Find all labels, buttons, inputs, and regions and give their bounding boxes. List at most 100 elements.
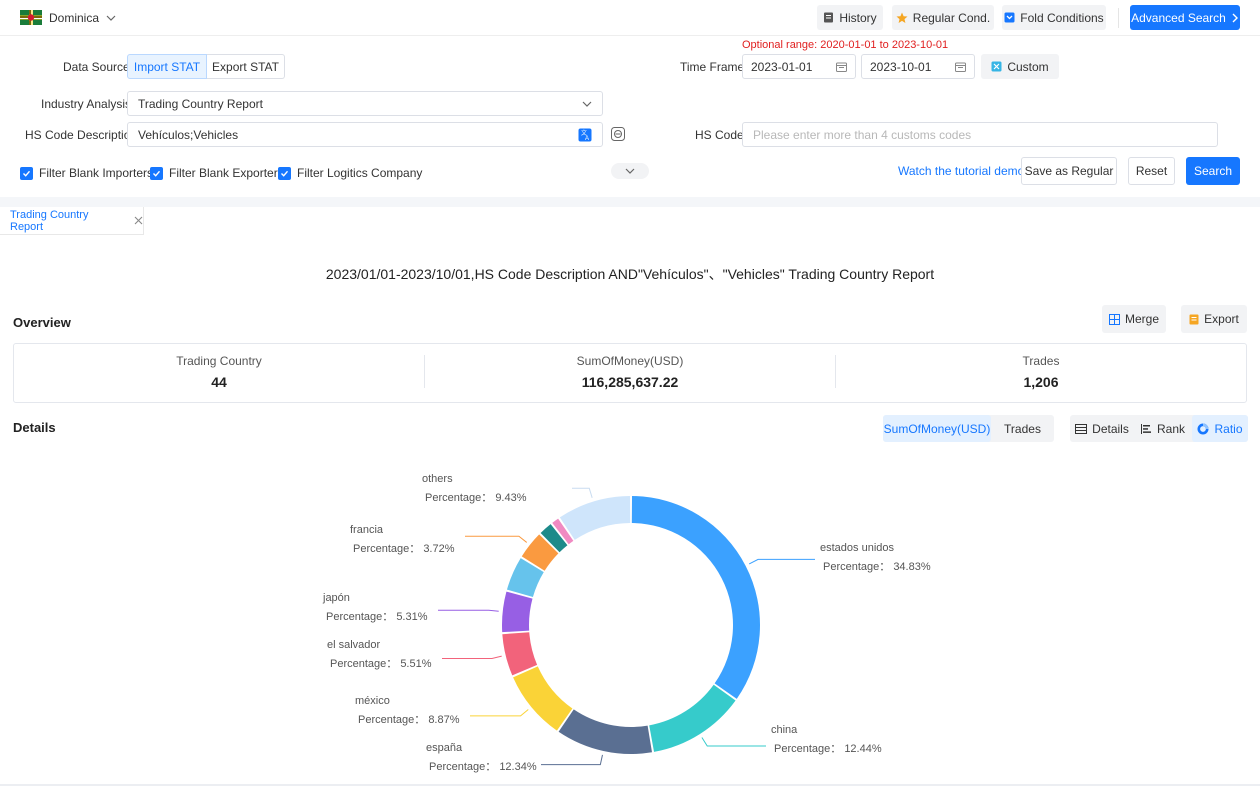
donut-slice-estados-unidos[interactable] [631, 496, 760, 699]
dominica-flag-icon [20, 10, 42, 25]
slice-percentage-label: Percentage： 9.43% [425, 492, 527, 504]
donut-slice-méxico[interactable] [513, 666, 573, 731]
industry-analysis-value: Trading Country Report [138, 96, 263, 111]
calendar-icon [955, 62, 966, 72]
star-icon [896, 12, 908, 24]
export-button[interactable]: Export [1181, 305, 1247, 333]
svg-text:文: 文 [581, 129, 587, 137]
fold-conditions-button[interactable]: Fold Conditions [1002, 5, 1106, 30]
label-leader-line [701, 737, 766, 747]
slice-name-label: estados unidos [820, 542, 894, 554]
data-source-label: Data Source [63, 60, 130, 74]
slice-percentage-label: Percentage： 12.34% [429, 761, 537, 773]
top-bar: Dominica History Regular Cond. Fold Cond… [0, 0, 1260, 36]
slice-name-label: others [422, 473, 453, 485]
label-leader-line [442, 655, 502, 660]
search-button[interactable]: Search [1186, 157, 1240, 185]
stat-label: Trading Country [176, 354, 262, 368]
slice-name-label: el salvador [327, 639, 381, 651]
filter-logistics-checkbox[interactable]: Filter Logitics Company [278, 166, 422, 180]
stat-value: 1,206 [1023, 374, 1059, 390]
start-date-value: 2023-01-01 [751, 59, 813, 74]
close-icon[interactable] [134, 216, 143, 225]
export-label: Export [1204, 312, 1239, 326]
chevron-down-icon [625, 167, 635, 175]
filter-blank-exporters-checkbox[interactable]: Filter Blank Exporters [150, 166, 284, 180]
overview-heading: Overview [13, 315, 71, 330]
slice-percentage-label: Percentage： 8.87% [358, 714, 460, 726]
export-icon [1189, 314, 1199, 325]
stat-value: 116,285,637.22 [581, 374, 679, 390]
hs-code-description-label: HS Code Description [25, 128, 138, 142]
donut-slice[interactable] [506, 558, 544, 597]
tutorial-link[interactable]: Watch the tutorial demo [898, 164, 1025, 178]
optional-range-label: Optional range: [742, 39, 818, 51]
donut-slice-others[interactable] [559, 496, 631, 540]
slice-percentage-label: Percentage： 12.44% [774, 743, 882, 755]
label-leader-line [438, 609, 499, 612]
export-stat-option[interactable]: Export STAT [207, 54, 285, 79]
metric-trades[interactable]: Trades [1004, 421, 1041, 436]
tab-trading-country-report[interactable]: Trading Country Report [0, 207, 144, 235]
import-stat-option[interactable]: Import STAT [127, 54, 207, 79]
donut-slice-china[interactable] [649, 684, 736, 752]
ratio-donut-chart: estados unidos Percentage： 34.83% china Per… [322, 473, 931, 773]
reset-button[interactable]: Reset [1128, 157, 1175, 185]
ratio-icon [1197, 423, 1209, 435]
metric-sum-of-money[interactable]: SumOfMoney(USD) [883, 415, 991, 442]
label-leader-line [572, 487, 593, 498]
divider [1118, 8, 1119, 28]
view-ratio-button[interactable]: Ratio [1192, 415, 1248, 442]
chevron-down-icon [106, 13, 116, 23]
advanced-search-button[interactable]: Advanced Search [1130, 5, 1240, 30]
donut-slice[interactable] [540, 524, 568, 553]
merge-label: Merge [1124, 312, 1159, 326]
start-date-field[interactable]: 2023-01-01 [742, 54, 856, 79]
rank-icon [1140, 423, 1152, 434]
stat-value: 44 [211, 374, 227, 390]
merge-button[interactable]: Merge [1102, 305, 1166, 333]
end-date-field[interactable]: 2023-10-01 [861, 54, 975, 79]
stat-label: SumOfMoney(USD) [576, 354, 684, 368]
slice-name-label: francia [350, 524, 384, 536]
stat-divider [424, 355, 425, 388]
svg-text:A: A [585, 136, 589, 142]
donut-slice-francia[interactable] [521, 534, 559, 571]
fold-conditions-label: Fold Conditions [1020, 10, 1104, 25]
donut-slice[interactable] [552, 518, 574, 545]
donut-slice-españa[interactable] [558, 709, 653, 754]
country-selector[interactable]: Dominica [20, 10, 116, 25]
view-details-button[interactable]: Details [1070, 415, 1134, 442]
label-leader-line [748, 558, 815, 565]
checkmark-icon [278, 166, 291, 180]
section-divider [0, 197, 1260, 207]
expand-filters-button[interactable] [611, 163, 649, 179]
fold-icon [1004, 12, 1015, 23]
keyword-settings-icon[interactable] [611, 127, 625, 144]
time-frame-label: Time Frame [680, 60, 745, 74]
regular-cond-button[interactable]: Regular Cond. [892, 5, 994, 30]
filter-logistics-label: Filter Logitics Company [297, 166, 423, 180]
view-rank-button[interactable]: Rank [1134, 415, 1192, 442]
custom-button[interactable]: Custom [981, 54, 1059, 79]
country-name: Dominica [49, 10, 100, 25]
filter-blank-exporters-label: Filter Blank Exporters [169, 166, 284, 180]
industry-analysis-select[interactable]: Trading Country Report [127, 91, 603, 116]
advanced-search-label: Advanced Search [1131, 10, 1226, 25]
hs-code-input[interactable]: Please enter more than 4 customs codes [742, 122, 1218, 147]
donut-slice-el-salvador[interactable] [502, 632, 538, 676]
slice-name-label: españa [426, 742, 463, 754]
donut-slice-japón[interactable] [501, 591, 533, 633]
slice-percentage-label: Percentage： 34.83% [823, 561, 931, 573]
filter-blank-importers-label: Filter Blank Importers [39, 166, 154, 180]
tab-label: Trading Country Report [10, 208, 89, 233]
filter-blank-importers-checkbox[interactable]: Filter Blank Importers [20, 166, 153, 180]
history-button[interactable]: History [817, 5, 883, 30]
hs-code-label: HS Code [695, 128, 744, 142]
checkmark-icon [20, 166, 33, 180]
save-as-regular-button[interactable]: Save as Regular [1021, 157, 1117, 185]
optional-range-value: 2020-01-01 to 2023-10-01 [820, 39, 949, 51]
industry-analysis-label: Industry Analysis [41, 97, 132, 111]
